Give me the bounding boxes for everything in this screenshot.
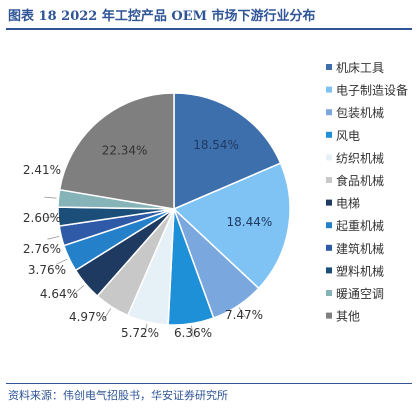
legend-label: 暖通空调 (336, 287, 384, 301)
legend-swatch (326, 131, 332, 138)
legend-swatch (326, 267, 332, 274)
legend-swatch (326, 154, 332, 161)
leader-line (191, 325, 194, 338)
legend-swatch (326, 86, 332, 93)
leader-line (44, 216, 57, 218)
legend-label: 建筑机械 (336, 241, 384, 256)
source-note: 资料来源：伟创电气招股书，华安证券研究所 (8, 389, 228, 402)
legend-swatch (326, 290, 332, 296)
slice-value-label: 22.34% (102, 144, 148, 158)
pie-chart: 18.54% 18.44% 7.47% 6.36% 5.72% 4.97% 4.64% 3.7… (23, 61, 408, 340)
slice-value-label: 3.76% (28, 263, 66, 277)
slice-value-label: 4.97% (69, 310, 107, 324)
slice-value-label: 2.41% (23, 163, 61, 177)
legend-swatch (326, 199, 332, 206)
title-divider (6, 28, 412, 30)
legend-label: 电梯 (336, 197, 360, 211)
slice-value-label: 2.60% (23, 211, 61, 225)
legend-swatch (326, 244, 332, 251)
legend-swatch (326, 222, 332, 229)
leader-line (238, 307, 246, 318)
leader-line (47, 236, 60, 240)
leader-line (143, 323, 148, 336)
legend-label: 其他 (336, 310, 360, 324)
legend-swatch (326, 64, 332, 70)
legend-label: 食品机械 (336, 173, 384, 188)
slice-value-label: 5.72% (121, 326, 159, 340)
legend-swatch (326, 177, 332, 183)
leader-line (44, 196, 57, 199)
slice-value-label: 4.64% (40, 287, 78, 301)
pie-slice-2 (172, 162, 291, 290)
legend-label: 机床工具 (336, 61, 384, 75)
pie-slice-12 (58, 92, 175, 210)
legend-label: 风电 (336, 129, 360, 143)
leader-line (74, 284, 85, 294)
slice-value-label: 2.76% (23, 242, 61, 256)
slice-value-label: 6.36% (174, 326, 212, 340)
legend-swatch (326, 109, 332, 116)
leader-line (56, 258, 68, 265)
slice-value-label: 7.47% (225, 308, 263, 322)
slice-value-label: 18.44% (227, 215, 273, 229)
slice-value-label: 18.54% (193, 138, 239, 152)
legend-label: 电子制造设备 (336, 84, 408, 98)
pie-slice-1 (173, 92, 282, 211)
legend-label: 起重机械 (336, 218, 384, 233)
legend-label: 纺织机械 (336, 150, 384, 165)
legend-swatch (326, 312, 332, 319)
leader-line (103, 308, 112, 319)
legend-label: 包装机械 (336, 105, 384, 120)
chart-title: 图表 18 2022 年工控产品 OEM 市场下游行业分布 (8, 9, 316, 24)
footer-divider (6, 383, 412, 384)
legend-label: 塑料机械 (336, 263, 384, 278)
